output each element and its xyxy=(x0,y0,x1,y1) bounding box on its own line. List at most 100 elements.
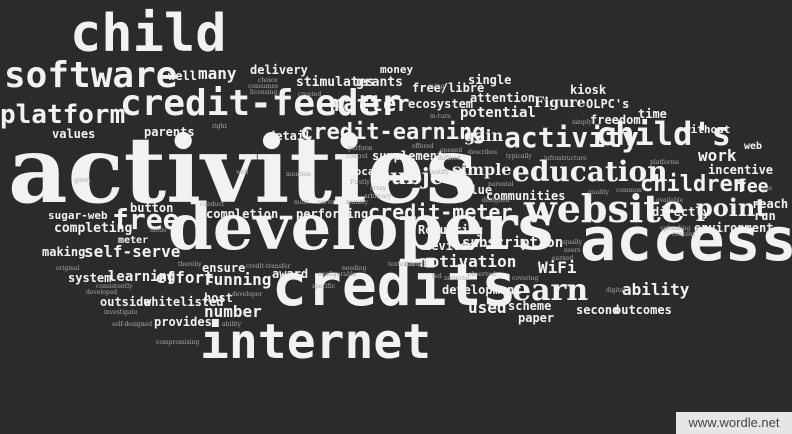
word-used: used xyxy=(468,298,507,317)
word-making: making xyxy=(42,245,86,259)
word-award: award xyxy=(272,267,309,281)
word-software: software xyxy=(4,55,178,96)
word-incentive: incentive xyxy=(708,163,774,177)
word-typically: typically xyxy=(506,153,532,160)
word-in-turn: in-turn xyxy=(430,113,451,120)
word-arbitrary: arbitrary xyxy=(364,193,392,200)
word-mode: mode xyxy=(150,227,167,234)
word-using: using xyxy=(428,83,445,90)
word-website: website xyxy=(524,186,686,231)
word-licensing: licensing xyxy=(250,89,278,96)
word-items: items xyxy=(404,261,421,268)
wordle-credit-link[interactable]: www.wordle.net xyxy=(676,412,792,434)
word-common: common xyxy=(616,187,642,194)
word-ensure: ensure xyxy=(202,261,246,275)
word-external: external xyxy=(400,261,426,268)
word-array: array xyxy=(370,185,387,192)
word-activity: activity xyxy=(504,121,639,154)
word-investigate: investigate xyxy=(104,309,138,316)
word-created: created xyxy=(298,91,322,98)
word-wifi: WiFi xyxy=(538,258,577,277)
word-platform: platform xyxy=(0,100,126,130)
word-offered: offered xyxy=(412,143,434,150)
word-parents: parents xyxy=(144,125,195,139)
word-time: time xyxy=(638,107,667,121)
word-environment: environment xyxy=(694,221,774,235)
word-matter: matter xyxy=(330,92,410,117)
word-opened: opened xyxy=(440,147,463,154)
word-without: without xyxy=(684,123,731,136)
word-consumes: consumes xyxy=(248,83,279,90)
word-provides: provides xyxy=(154,315,212,329)
word-performing: performing xyxy=(296,207,369,221)
word-fed: fed xyxy=(432,273,442,280)
word-paper: paper xyxy=(518,311,555,325)
word-host: host xyxy=(204,291,233,305)
word-single: single xyxy=(468,73,512,87)
word-local: local xyxy=(348,165,382,178)
word-directly: directly xyxy=(652,205,710,219)
word-self-serve: self-serve xyxy=(84,242,181,261)
word-use: use xyxy=(762,185,773,192)
word-meter: meter xyxy=(118,235,149,246)
word-children: children xyxy=(640,172,746,197)
word-button: button xyxy=(130,201,174,215)
word-freedom: freedom xyxy=(590,113,641,127)
word-credit-earning: credit-earning xyxy=(300,120,486,145)
word-mention: mention xyxy=(286,171,311,178)
word-web: web xyxy=(744,141,763,152)
word-earned: earned xyxy=(552,255,574,262)
word-ecosystem: ecosystem xyxy=(408,97,474,111)
word-access: access xyxy=(580,205,792,275)
word-covering: covering xyxy=(512,275,539,282)
word-communities: communities xyxy=(486,189,566,203)
word-childs: child's xyxy=(596,115,731,153)
word-credit-meter: credit-meter xyxy=(368,200,513,224)
word-value: value xyxy=(456,183,493,197)
word-internet: internet xyxy=(200,314,432,370)
word-defined: defined xyxy=(438,155,461,162)
word-work: work xyxy=(698,146,737,165)
word-many: many xyxy=(198,64,237,83)
word-child: child xyxy=(70,4,227,64)
word-subscription: subscription xyxy=(462,235,564,251)
word-platforms: platforms xyxy=(650,159,680,166)
word-simple: simple xyxy=(452,160,512,179)
word-stimulates: stimulates xyxy=(296,75,375,90)
word-perform: perform xyxy=(348,145,373,152)
word-specific: specific xyxy=(312,283,336,290)
word-values: values xyxy=(52,127,96,141)
word-number: number xyxy=(204,302,262,321)
word-available: available xyxy=(656,197,684,204)
word-running: running xyxy=(204,270,272,289)
word-potential: potential xyxy=(460,105,536,121)
word-learning: learning xyxy=(108,269,176,285)
word-outside: outside xyxy=(100,295,151,309)
word-right: right xyxy=(212,123,227,130)
word-grants: grants xyxy=(356,75,403,90)
word-choice: choice xyxy=(258,77,278,84)
word-sugar-web: sugar-web xyxy=(48,209,108,222)
word-conduct: conduct xyxy=(200,201,225,208)
word-ability: ability xyxy=(622,280,690,299)
word-requiring: Requiring xyxy=(418,223,484,237)
word-free-libre: free/libre xyxy=(412,81,485,95)
word-thereby: thereby xyxy=(178,261,202,268)
word-earn: earn xyxy=(512,273,589,308)
word-text: text xyxy=(388,261,400,268)
word-control: control xyxy=(346,153,368,160)
word-free: free xyxy=(112,203,180,236)
word-effort: effort xyxy=(156,268,214,287)
word-justify: justify xyxy=(430,169,449,176)
word-digital: digital xyxy=(606,287,626,294)
word-supplement: supplement xyxy=(372,149,445,163)
word-credit-feeder: credit-feeder xyxy=(120,83,402,124)
word-money: money xyxy=(380,63,414,76)
word-material: material xyxy=(444,275,470,282)
word-equally: equally xyxy=(560,239,583,246)
word-ability-small: ability xyxy=(222,321,241,328)
word-detail: detail xyxy=(268,129,312,143)
word-devices: devices xyxy=(424,239,475,253)
word-uploading: uploading xyxy=(660,225,691,232)
word-credits: credits xyxy=(272,251,517,319)
